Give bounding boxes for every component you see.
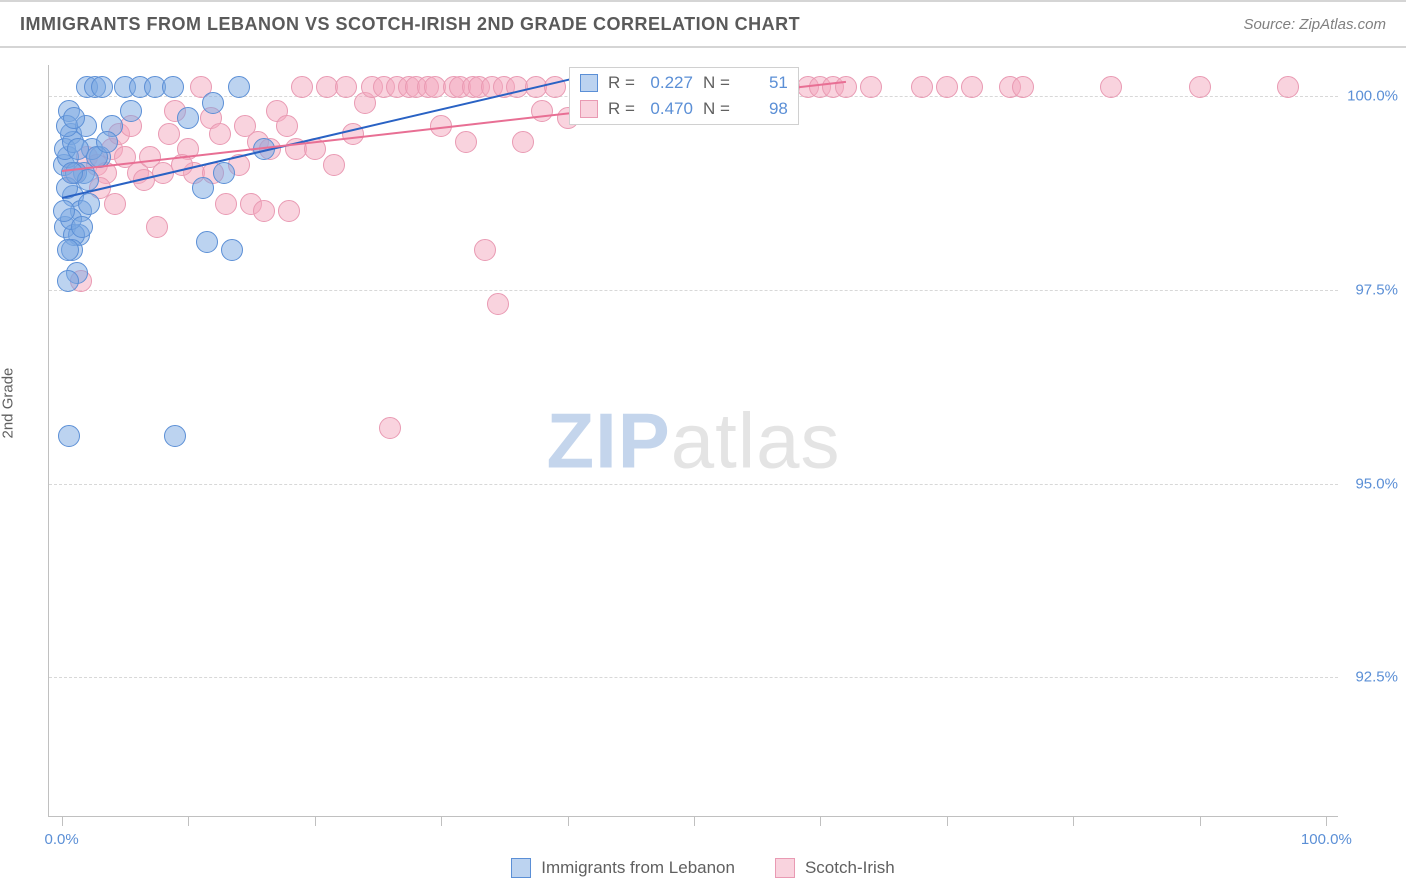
lebanon-marker [164, 425, 186, 447]
watermark-atlas: atlas [671, 396, 841, 484]
x-tick [947, 816, 948, 826]
source-label: Source: ZipAtlas.com [1243, 16, 1386, 33]
scotch-marker [1277, 76, 1299, 98]
lebanon-marker [221, 239, 243, 261]
scotch-marker [323, 154, 345, 176]
stats-N-label: N = [703, 99, 730, 119]
watermark: ZIPatlas [546, 395, 840, 486]
legend: Immigrants from Lebanon Scotch-Irish [0, 858, 1406, 878]
lebanon-marker [196, 231, 218, 253]
legend-item-lebanon: Immigrants from Lebanon [511, 858, 735, 878]
lebanon-marker [202, 92, 224, 114]
x-tick [1073, 816, 1074, 826]
stats-swatch-lebanon [580, 74, 598, 92]
gridline [49, 484, 1338, 485]
scotch-marker [455, 131, 477, 153]
chart-title: IMMIGRANTS FROM LEBANON VS SCOTCH-IRISH … [20, 14, 800, 35]
lebanon-marker [192, 177, 214, 199]
plot-area: ZIPatlas 92.5%95.0%97.5%100.0%0.0%100.0%… [48, 65, 1338, 817]
stats-R-value-lebanon: 0.227 [645, 73, 693, 93]
stats-row-lebanon: R = 0.227 N = 51 [574, 70, 794, 96]
scotch-marker [487, 293, 509, 315]
scotch-marker [911, 76, 933, 98]
scotch-marker [158, 123, 180, 145]
legend-swatch-lebanon [511, 858, 531, 878]
stats-N-value-scotch: 98 [740, 99, 788, 119]
chart-header: IMMIGRANTS FROM LEBANON VS SCOTCH-IRISH … [0, 0, 1406, 48]
lebanon-marker [61, 162, 83, 184]
lebanon-marker [67, 138, 89, 160]
scotch-marker [146, 216, 168, 238]
scotch-marker [835, 76, 857, 98]
lebanon-marker [53, 200, 75, 222]
scotch-marker [342, 123, 364, 145]
scotch-marker [936, 76, 958, 98]
stats-N-label: N = [703, 73, 730, 93]
scotch-marker [1012, 76, 1034, 98]
stats-R-value-scotch: 0.470 [645, 99, 693, 119]
x-tick-label: 100.0% [1301, 831, 1352, 848]
lebanon-marker [228, 76, 250, 98]
scotch-marker [215, 193, 237, 215]
lebanon-marker [162, 76, 184, 98]
legend-item-scotch: Scotch-Irish [775, 858, 895, 878]
x-tick-label: 0.0% [45, 831, 79, 848]
x-tick [188, 816, 189, 826]
scotch-marker [474, 239, 496, 261]
lebanon-marker [120, 100, 142, 122]
y-tick-label: 92.5% [1343, 669, 1398, 686]
y-axis-label: 2nd Grade [0, 368, 17, 439]
gridline [49, 290, 1338, 291]
lebanon-marker [63, 107, 85, 129]
lebanon-marker [71, 216, 93, 238]
stats-N-value-lebanon: 51 [740, 73, 788, 93]
scotch-marker [335, 76, 357, 98]
stats-R-label: R = [608, 73, 635, 93]
x-tick [1326, 816, 1327, 826]
stats-box: R = 0.227 N = 51 R = 0.470 N = 98 [569, 67, 799, 125]
lebanon-marker [91, 76, 113, 98]
y-tick-label: 100.0% [1343, 88, 1398, 105]
lebanon-marker [57, 239, 79, 261]
scotch-marker [512, 131, 534, 153]
y-tick-label: 97.5% [1343, 281, 1398, 298]
stats-R-label: R = [608, 99, 635, 119]
stats-row-scotch: R = 0.470 N = 98 [574, 96, 794, 122]
scotch-marker [209, 123, 231, 145]
scotch-marker [276, 115, 298, 137]
scotch-marker [961, 76, 983, 98]
y-tick-label: 95.0% [1343, 475, 1398, 492]
lebanon-marker [78, 193, 100, 215]
x-tick [568, 816, 569, 826]
scotch-marker [379, 417, 401, 439]
x-tick [820, 816, 821, 826]
lebanon-marker [58, 425, 80, 447]
scotch-marker [278, 200, 300, 222]
scotch-marker [253, 200, 275, 222]
scotch-marker [291, 76, 313, 98]
scotch-marker [1189, 76, 1211, 98]
legend-label-scotch: Scotch-Irish [805, 858, 895, 878]
lebanon-marker [177, 107, 199, 129]
x-tick [315, 816, 316, 826]
scotch-marker [104, 193, 126, 215]
lebanon-marker [57, 270, 79, 292]
x-tick [441, 816, 442, 826]
stats-swatch-scotch [580, 100, 598, 118]
watermark-zip: ZIP [546, 396, 670, 484]
scotch-marker [1100, 76, 1122, 98]
x-tick [1200, 816, 1201, 826]
x-tick [62, 816, 63, 826]
scotch-marker [860, 76, 882, 98]
gridline [49, 677, 1338, 678]
legend-swatch-scotch [775, 858, 795, 878]
lebanon-marker [213, 162, 235, 184]
lebanon-marker [96, 131, 118, 153]
x-tick [694, 816, 695, 826]
legend-label-lebanon: Immigrants from Lebanon [541, 858, 735, 878]
